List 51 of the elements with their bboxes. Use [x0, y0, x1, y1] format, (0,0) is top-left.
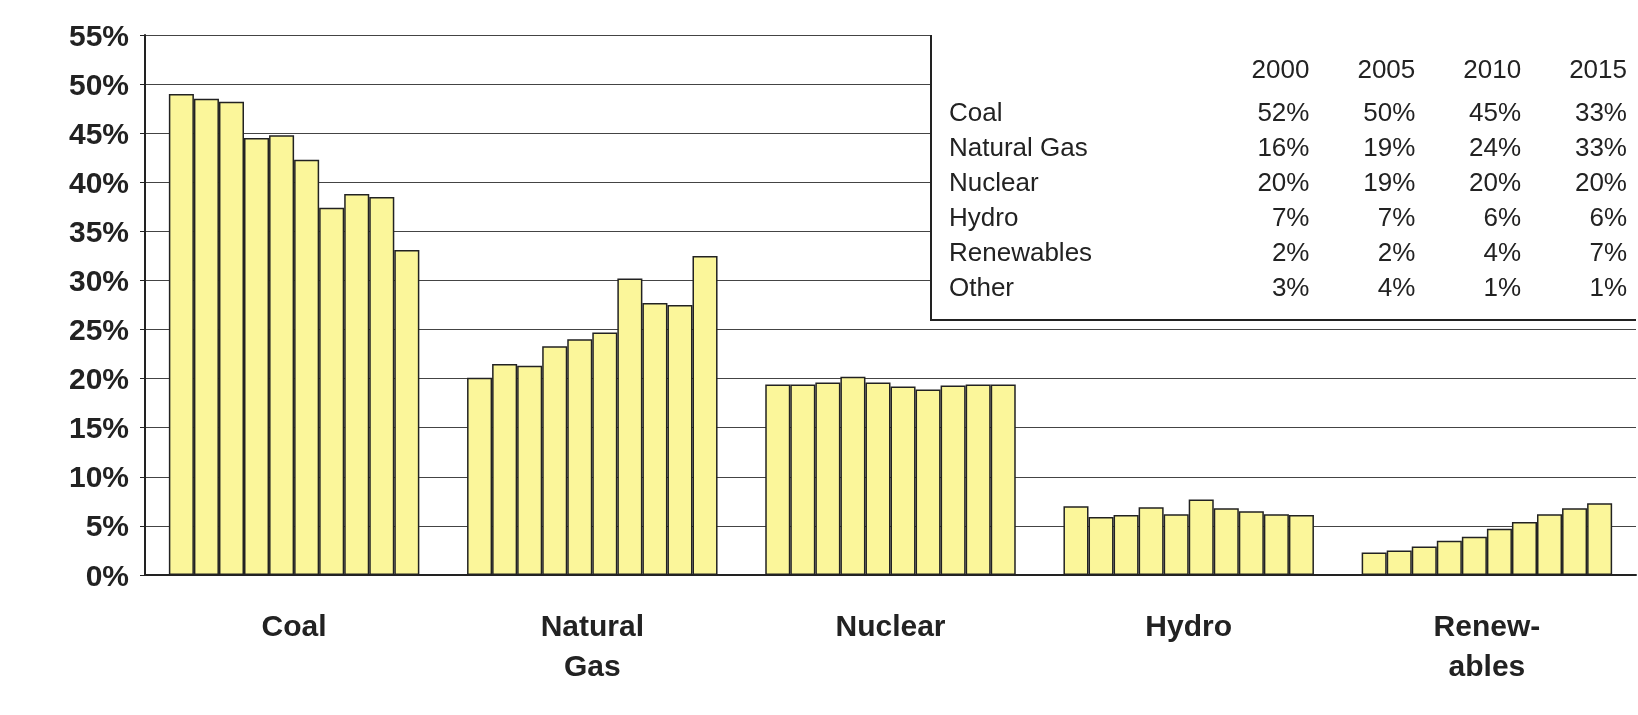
data-label: 1% — [1588, 271, 1628, 304]
x-tick-label: Renew- ables — [1433, 608, 1541, 682]
data-label: 50% — [1362, 96, 1417, 129]
y-tick-label: 35% — [68, 214, 129, 248]
x-tick-label: Natural Gas — [540, 608, 644, 682]
data-label: 24% — [1468, 131, 1523, 164]
y-tick-label: 20% — [68, 362, 129, 396]
y-tick-label: 50% — [68, 67, 129, 101]
data-label: 33% — [1573, 96, 1628, 129]
y-tick-label: 25% — [68, 313, 129, 347]
data-label: 20% — [1468, 166, 1523, 199]
y-tick-label: Hydro — [948, 201, 1020, 234]
x-tick-label: Hydro — [1145, 608, 1233, 642]
y-tick-label: Renewables — [948, 236, 1094, 269]
data-label: 1% — [1482, 271, 1523, 304]
data-label: 20% — [1573, 166, 1628, 199]
data-label: 4% — [1482, 236, 1523, 269]
y-tick-label: 0% — [85, 558, 129, 592]
y-tick-label: 55% — [68, 18, 129, 52]
x-tick-label: 2000 — [1250, 53, 1311, 86]
data-label: 20% — [1256, 166, 1311, 199]
data-label: 19% — [1362, 166, 1417, 199]
y-tick-label: 15% — [68, 411, 129, 445]
data-label: 2% — [1270, 236, 1311, 269]
y-tick-label: Other — [948, 271, 1016, 304]
data-label: 19% — [1362, 131, 1417, 164]
data-label: 6% — [1588, 201, 1628, 234]
y-tick-label: Nuclear — [948, 166, 1040, 199]
data-label: 16% — [1256, 131, 1311, 164]
y-tick-label: 40% — [68, 165, 129, 199]
y-tick-label: 30% — [68, 263, 129, 297]
data-label: 7% — [1270, 201, 1311, 234]
data-label: 4% — [1376, 271, 1417, 304]
data-label: 52% — [1256, 96, 1311, 129]
y-tick-label: 45% — [68, 116, 129, 150]
y-tick-label: 5% — [85, 509, 129, 543]
y-tick-label: 10% — [68, 460, 129, 494]
x-tick-label: 2015 — [1568, 53, 1628, 86]
x-tick-label: Coal — [261, 608, 327, 642]
y-tick-label: Natural Gas — [948, 131, 1089, 164]
data-label: 3% — [1270, 271, 1311, 304]
y-tick-label: Coal — [948, 96, 1004, 129]
x-tick-label: 2005 — [1356, 53, 1417, 86]
x-tick-label: Nuclear — [835, 608, 946, 642]
data-label: 2% — [1376, 236, 1417, 269]
x-tick-label: 2010 — [1462, 53, 1523, 86]
data-label: 7% — [1376, 201, 1417, 234]
data-label: 45% — [1468, 96, 1523, 129]
data-label: 6% — [1482, 201, 1523, 234]
data-label: 7% — [1588, 236, 1628, 269]
data-label: 33% — [1573, 131, 1628, 164]
